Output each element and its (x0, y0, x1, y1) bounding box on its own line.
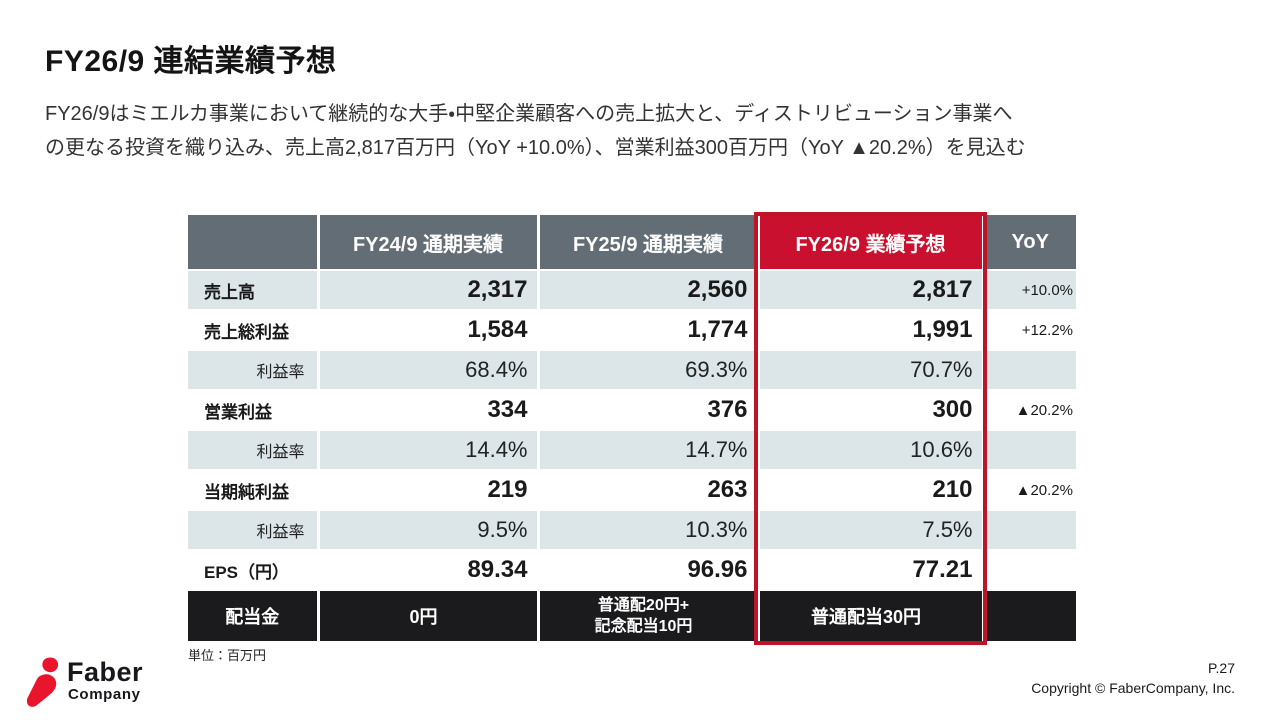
dividend-fy24: 0円 (316, 590, 538, 643)
cell-fy24: 334 (316, 390, 538, 431)
table-row: 売上高 2,317 2,560 2,817 +10.0% (188, 270, 1076, 311)
cell-yoy: ▲20.2% (981, 470, 1076, 511)
dividend-fy26: 普通配当30円 (756, 590, 983, 643)
forecast-table: FY24/9 通期実績 FY25/9 通期実績 FY26/9 業績予想 YoY 売上高… (188, 212, 1076, 645)
table-row: 利益率 68.4% 69.3% 70.7% (188, 350, 1076, 391)
cell-yoy (981, 510, 1076, 551)
cell-fy24: 68.4% (316, 350, 538, 391)
row-label: 営業利益 (188, 390, 318, 431)
faber-logo-icon (27, 657, 59, 707)
dividend-label: 配当金 (188, 590, 318, 643)
table-row: 営業利益 334 376 300 ▲20.2% (188, 390, 1076, 431)
logo-text-faber: Faber (67, 657, 144, 687)
table-row: 当期純利益 219 263 210 ▲20.2% (188, 470, 1076, 511)
cell-fy24: 2,317 (316, 270, 538, 311)
cell-yoy (981, 430, 1076, 471)
cell-yoy: +12.2% (981, 310, 1076, 351)
copyright: Copyright © FaberCompany, Inc. (1031, 680, 1235, 696)
row-label: 当期純利益 (188, 470, 318, 511)
table-row: EPS（円） 89.34 96.96 77.21 (188, 550, 1076, 591)
row-label: 売上総利益 (188, 310, 318, 351)
table-header-row: FY24/9 通期実績 FY25/9 通期実績 FY26/9 業績予想 YoY (188, 215, 1076, 271)
cell-yoy: ▲20.2% (981, 390, 1076, 431)
table-row: 売上総利益 1,584 1,774 1,991 +12.2% (188, 310, 1076, 351)
col-header-fy26: FY26/9 業績予想 (756, 215, 983, 271)
cell-fy25: 1,774 (536, 310, 758, 351)
summary-text: FY26/9はミエルカ事業において継続的な大手・中堅企業顧客への売上拡大と、ディ… (45, 97, 1245, 165)
table-row: 利益率 9.5% 10.3% 7.5% (188, 510, 1076, 551)
logo-text-company: Company (68, 686, 141, 703)
cell-fy25: 69.3% (536, 350, 758, 391)
cell-fy26: 70.7% (756, 350, 983, 391)
cell-fy25: 10.3% (536, 510, 758, 551)
cell-fy25: 263 (536, 470, 758, 511)
row-label: 利益率 (188, 510, 318, 551)
cell-yoy (981, 550, 1076, 591)
table-row: 配当金 0円 普通配20円+ 記念配当10円 普通配当30円 (188, 590, 1076, 643)
col-header-blank (188, 215, 318, 271)
cell-fy26: 7.5% (756, 510, 983, 551)
cell-fy26: 2,817 (756, 270, 983, 311)
cell-fy26: 1,991 (756, 310, 983, 351)
row-label: 売上高 (188, 270, 318, 311)
faber-company-logo: Faber Company (27, 655, 197, 711)
dividend-fy25: 普通配20円+ 記念配当10円 (536, 590, 758, 643)
dividend-yoy (981, 590, 1076, 643)
footer: P.27 Copyright © FaberCompany, Inc. (1031, 660, 1235, 696)
summary-line-2: の更なる投資を織り込み、売上高2,817百万円（YoY +10.0%）、営業利益… (45, 137, 1026, 159)
cell-yoy (981, 350, 1076, 391)
cell-fy25: 96.96 (536, 550, 758, 591)
cell-fy25: 376 (536, 390, 758, 431)
cell-fy24: 14.4% (316, 430, 538, 471)
unit-note: 単位：百万円 (188, 648, 267, 663)
col-header-fy24: FY24/9 通期実績 (316, 215, 538, 271)
col-header-yoy: YoY (981, 215, 1076, 271)
forecast-table-grid: FY24/9 通期実績 FY25/9 通期実績 FY26/9 業績予想 YoY 売上高… (188, 215, 1076, 643)
cell-yoy: +10.0% (981, 270, 1076, 311)
page-title: FY26/9 連結業績予想 (45, 45, 337, 78)
row-label: 利益率 (188, 430, 318, 471)
cell-fy24: 9.5% (316, 510, 538, 551)
cell-fy26: 300 (756, 390, 983, 431)
table-row: 利益率 14.4% 14.7% 10.6% (188, 430, 1076, 471)
cell-fy26: 210 (756, 470, 983, 511)
col-header-fy25: FY25/9 通期実績 (536, 215, 758, 271)
summary-line-1: FY26/9はミエルカ事業において継続的な大手・中堅企業顧客への売上拡大と、ディ… (45, 103, 1013, 125)
row-label: 利益率 (188, 350, 318, 391)
cell-fy25: 2,560 (536, 270, 758, 311)
page-number: P.27 (1208, 660, 1235, 676)
cell-fy24: 89.34 (316, 550, 538, 591)
cell-fy25: 14.7% (536, 430, 758, 471)
row-label: EPS（円） (188, 550, 318, 591)
cell-fy24: 1,584 (316, 310, 538, 351)
cell-fy26: 77.21 (756, 550, 983, 591)
cell-fy26: 10.6% (756, 430, 983, 471)
cell-fy24: 219 (316, 470, 538, 511)
